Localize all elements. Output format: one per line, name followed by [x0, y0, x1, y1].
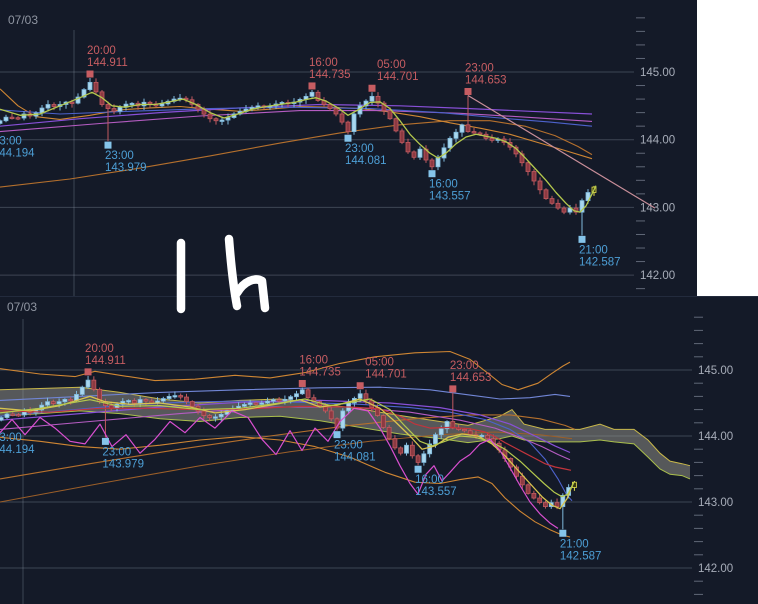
- swing-marker: [344, 134, 352, 142]
- bollinger-lower: [0, 436, 571, 538]
- swing-price-label: 143.557: [415, 486, 457, 498]
- candles: [0, 375, 577, 530]
- swing-time-label: 23:00: [345, 143, 374, 155]
- ma-orange-med: [0, 88, 593, 160]
- candlestick-chart-1h-canvas[interactable]: 145.00144.00143.00142.0023:00144.19420:0…: [0, 0, 697, 296]
- swing-marker: [464, 87, 472, 95]
- descending-trendline[interactable]: [467, 94, 656, 209]
- swing-price-label: 144.653: [465, 74, 507, 86]
- swing-marker: [101, 437, 109, 445]
- swing-time-label: 05:00: [365, 357, 394, 369]
- swing-marker: [356, 382, 364, 390]
- ichimoku-cloud: [0, 386, 691, 480]
- swing-price-label: 144.194: [0, 444, 35, 456]
- swing-price-label: 143.979: [105, 162, 147, 174]
- swing-price-label: 142.587: [560, 550, 602, 562]
- swing-labels: 23:00144.19420:00144.91123:00143.97916:0…: [0, 45, 621, 268]
- swing-marker: [368, 84, 376, 92]
- swing-marker: [298, 379, 306, 387]
- swing-price-label: 143.979: [102, 458, 144, 470]
- swing-time-label: 23:00: [0, 136, 22, 148]
- swing-time-label: 05:00: [377, 59, 406, 71]
- price-axis-label[interactable]: 143.00: [698, 497, 733, 509]
- swing-time-label: 16:00: [309, 57, 338, 69]
- swing-time-label: 16:00: [429, 179, 458, 191]
- swing-price-label: 144.735: [299, 366, 341, 378]
- price-grid: 145.00 144.00 143.00 142.00: [0, 316, 733, 604]
- swing-marker: [414, 465, 422, 473]
- swing-marker: [578, 235, 586, 243]
- ma-lime-fast: [0, 91, 597, 213]
- swing-time-label: 20:00: [85, 343, 114, 355]
- ma-magenta: [0, 110, 593, 133]
- swing-price-label: 144.911: [87, 57, 128, 69]
- ma-violet: [0, 103, 593, 127]
- swing-time-label: 23:00: [334, 440, 363, 452]
- swing-time-label: 23:00: [465, 62, 494, 74]
- swing-time-label: 21:00: [560, 538, 589, 550]
- bottom-chart-panel[interactable]: 145.00144.00143.00142.0023:00144.19420:0…: [0, 296, 758, 604]
- swing-time-label: 16:00: [299, 354, 328, 366]
- support-diagonal-2: [0, 431, 573, 503]
- swing-price-label: 142.587: [579, 256, 621, 268]
- swing-marker: [333, 431, 341, 439]
- swing-time-label: 20:00: [87, 45, 116, 57]
- ma-lime: [0, 398, 575, 498]
- price-grid: 145.00 144.00 143.00 142.00: [0, 17, 675, 296]
- price-axis-label[interactable]: 144.00: [640, 135, 675, 147]
- swing-marker: [559, 529, 567, 537]
- support-diagonal-1: [0, 414, 576, 480]
- swing-time-label: 23:00: [102, 446, 131, 458]
- desktop-background: [697, 0, 758, 296]
- top-chart-panel[interactable]: 145.00144.00143.00142.0023:00144.19420:0…: [0, 0, 697, 296]
- price-axis-label[interactable]: 145.00: [698, 365, 733, 377]
- ma-red: [0, 405, 572, 471]
- price-axis-label[interactable]: 145.00: [640, 67, 675, 79]
- swing-marker: [86, 70, 94, 78]
- ma-purple: [0, 406, 571, 461]
- swing-labels: 23:00144.19420:00144.91123:00143.97916:0…: [0, 343, 601, 562]
- swing-time-label: 23:00: [0, 432, 22, 444]
- multi-indicator-chart-canvas[interactable]: 145.00144.00143.00142.0023:00144.19420:0…: [0, 297, 758, 604]
- date-label: 07/03: [7, 300, 38, 314]
- swing-time-label: 21:00: [579, 244, 608, 256]
- swing-marker: [84, 368, 92, 376]
- swing-price-label: 144.081: [334, 452, 376, 464]
- price-axis-label[interactable]: 142.00: [698, 563, 733, 575]
- swing-price-label: 144.653: [450, 372, 492, 384]
- swing-time-label: 16:00: [415, 474, 444, 486]
- ma-brown-slow: [0, 120, 593, 188]
- swing-price-label: 144.701: [377, 71, 419, 83]
- ma-yellow: [0, 395, 574, 510]
- swing-marker: [104, 141, 112, 149]
- swing-price-label: 144.194: [0, 148, 35, 160]
- price-axis-label[interactable]: 142.00: [640, 270, 675, 282]
- price-axis-label[interactable]: 144.00: [698, 431, 733, 443]
- date-label: 07/03: [8, 13, 39, 27]
- swing-price-label: 144.911: [85, 355, 126, 367]
- swing-price-label: 144.735: [309, 69, 351, 81]
- price-axis-label[interactable]: 143.00: [640, 202, 675, 214]
- swing-marker: [308, 82, 316, 90]
- swing-time-label: 23:00: [450, 360, 479, 372]
- swing-price-label: 144.701: [365, 369, 407, 381]
- swing-time-label: 23:00: [105, 150, 134, 162]
- bollinger-upper: [0, 350, 571, 391]
- swing-price-label: 143.557: [429, 191, 471, 203]
- ma-blue-steel: [0, 386, 571, 401]
- swing-price-label: 144.081: [345, 155, 387, 167]
- swing-marker: [428, 170, 436, 178]
- swing-marker: [449, 385, 457, 393]
